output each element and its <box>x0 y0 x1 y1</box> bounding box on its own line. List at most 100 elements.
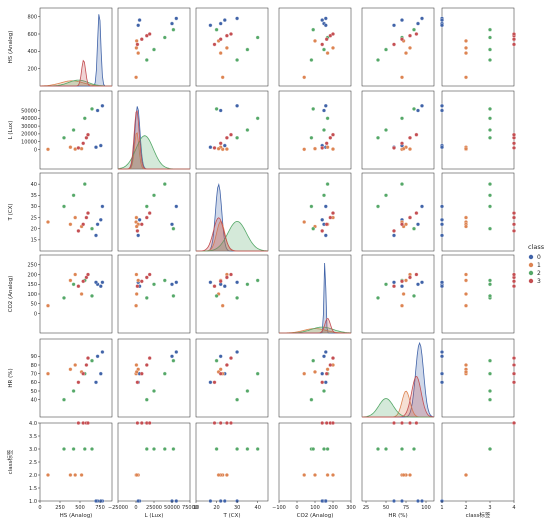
point-class-2 <box>235 135 240 140</box>
point-class-2 <box>62 135 66 140</box>
point-class-2 <box>62 204 66 209</box>
panel-HS-vs-T <box>195 7 269 87</box>
point-class-3 <box>512 141 516 146</box>
point-class-1 <box>464 369 468 374</box>
point-class-2 <box>214 293 219 298</box>
point-class-3 <box>144 33 149 38</box>
legend-marker-3 <box>528 278 534 284</box>
point-class-3 <box>400 222 404 227</box>
point-class-0 <box>416 108 420 113</box>
y-tick-label: 40000 <box>21 116 37 122</box>
panel-class-vs-CO2: −100 0 100 200 300 CO2 (Analog) <box>272 421 356 519</box>
point-class-3 <box>147 211 152 216</box>
panel-frame <box>117 172 191 252</box>
point-class-2 <box>488 397 492 402</box>
panel-class-vs-HS: 1.0 1.5 2.0 2.5 3.0 3.5 4.0 class标签 0 250 500 750HS… <box>6 421 113 519</box>
point-class-3 <box>218 279 223 284</box>
point-class-2 <box>235 447 240 451</box>
legend-label-3: 3 <box>537 278 541 285</box>
point-class-1 <box>313 473 317 477</box>
x-tick-label: 0 <box>295 505 298 511</box>
point-class-2 <box>376 135 380 140</box>
point-class-3 <box>512 215 516 220</box>
x-axis-label: T (CX) <box>222 513 240 519</box>
point-class-0 <box>94 233 98 238</box>
point-class-1 <box>302 75 307 80</box>
point-class-2 <box>488 106 492 111</box>
point-class-0 <box>235 280 240 285</box>
kde-fill-class-2 <box>118 135 190 169</box>
point-class-1 <box>464 75 468 80</box>
point-class-3 <box>392 421 396 425</box>
point-class-3 <box>324 141 329 146</box>
y-tick-label: 30 <box>31 204 37 210</box>
point-class-3 <box>400 421 404 425</box>
panel-frame <box>441 172 515 252</box>
panel-frame <box>195 338 269 418</box>
panel-frame <box>278 422 352 502</box>
point-class-0 <box>440 23 444 28</box>
point-class-3 <box>218 421 223 425</box>
point-class-2 <box>152 282 156 287</box>
point-class-1 <box>216 473 221 477</box>
point-class-0 <box>320 217 325 222</box>
panel-HR-vs-class <box>440 338 516 418</box>
point-class-0 <box>323 23 328 28</box>
point-class-2 <box>62 397 66 402</box>
point-class-2 <box>488 135 492 140</box>
point-class-2 <box>162 447 167 451</box>
point-class-1 <box>313 369 317 374</box>
y-tick-label: 90 <box>31 354 37 360</box>
y-tick-label: 70 <box>31 371 37 377</box>
point-class-1 <box>408 473 412 477</box>
point-class-3 <box>512 42 516 47</box>
point-class-2 <box>322 447 326 451</box>
x-axis-label: HS (Analog) <box>60 513 93 519</box>
point-class-0 <box>218 21 223 26</box>
panel-class-vs-T: 10 20 30 40 T (CX) <box>193 421 269 519</box>
point-class-2 <box>214 27 219 32</box>
point-class-2 <box>309 135 314 140</box>
panel-frame <box>278 90 352 170</box>
point-class-0 <box>174 350 179 354</box>
point-class-3 <box>86 272 90 277</box>
point-class-0 <box>323 204 328 209</box>
panel-HS-vs-L <box>117 7 191 87</box>
panel-HR-vs-CO2 <box>278 338 352 418</box>
point-class-1 <box>73 215 78 220</box>
point-class-3 <box>408 33 412 38</box>
point-class-3 <box>331 132 335 137</box>
panel-class-vs-class: 1 2 3 4 class标签 <box>440 421 516 519</box>
point-class-1 <box>464 38 468 43</box>
point-class-0 <box>222 143 227 148</box>
point-class-3 <box>86 132 90 137</box>
point-class-2 <box>162 182 167 187</box>
point-class-2 <box>90 447 94 451</box>
point-class-2 <box>144 447 149 451</box>
point-class-3 <box>400 141 404 146</box>
y-tick-label: 15 <box>31 238 37 244</box>
point-class-0 <box>420 204 424 209</box>
point-class-2 <box>144 204 149 209</box>
panel-class-vs-L: −25000 0 25000 50000 75000 L (Lux) <box>108 421 198 519</box>
point-class-3 <box>139 37 144 42</box>
panel-frame <box>278 338 352 418</box>
point-class-0 <box>323 103 328 108</box>
x-tick-label: 2 <box>464 505 467 511</box>
panel-frame <box>441 90 515 170</box>
point-class-0 <box>208 145 213 150</box>
point-class-3 <box>147 32 152 36</box>
kde-fill-class-3 <box>118 110 190 169</box>
point-class-0 <box>94 380 98 385</box>
point-class-3 <box>392 284 396 289</box>
point-class-2 <box>71 193 76 198</box>
point-class-2 <box>376 295 380 300</box>
panel-frame <box>117 7 191 87</box>
point-class-3 <box>331 421 335 425</box>
point-class-3 <box>331 356 335 361</box>
point-class-2 <box>255 371 260 376</box>
point-class-0 <box>137 18 142 23</box>
point-class-2 <box>62 447 66 451</box>
panel-frame <box>441 422 515 502</box>
